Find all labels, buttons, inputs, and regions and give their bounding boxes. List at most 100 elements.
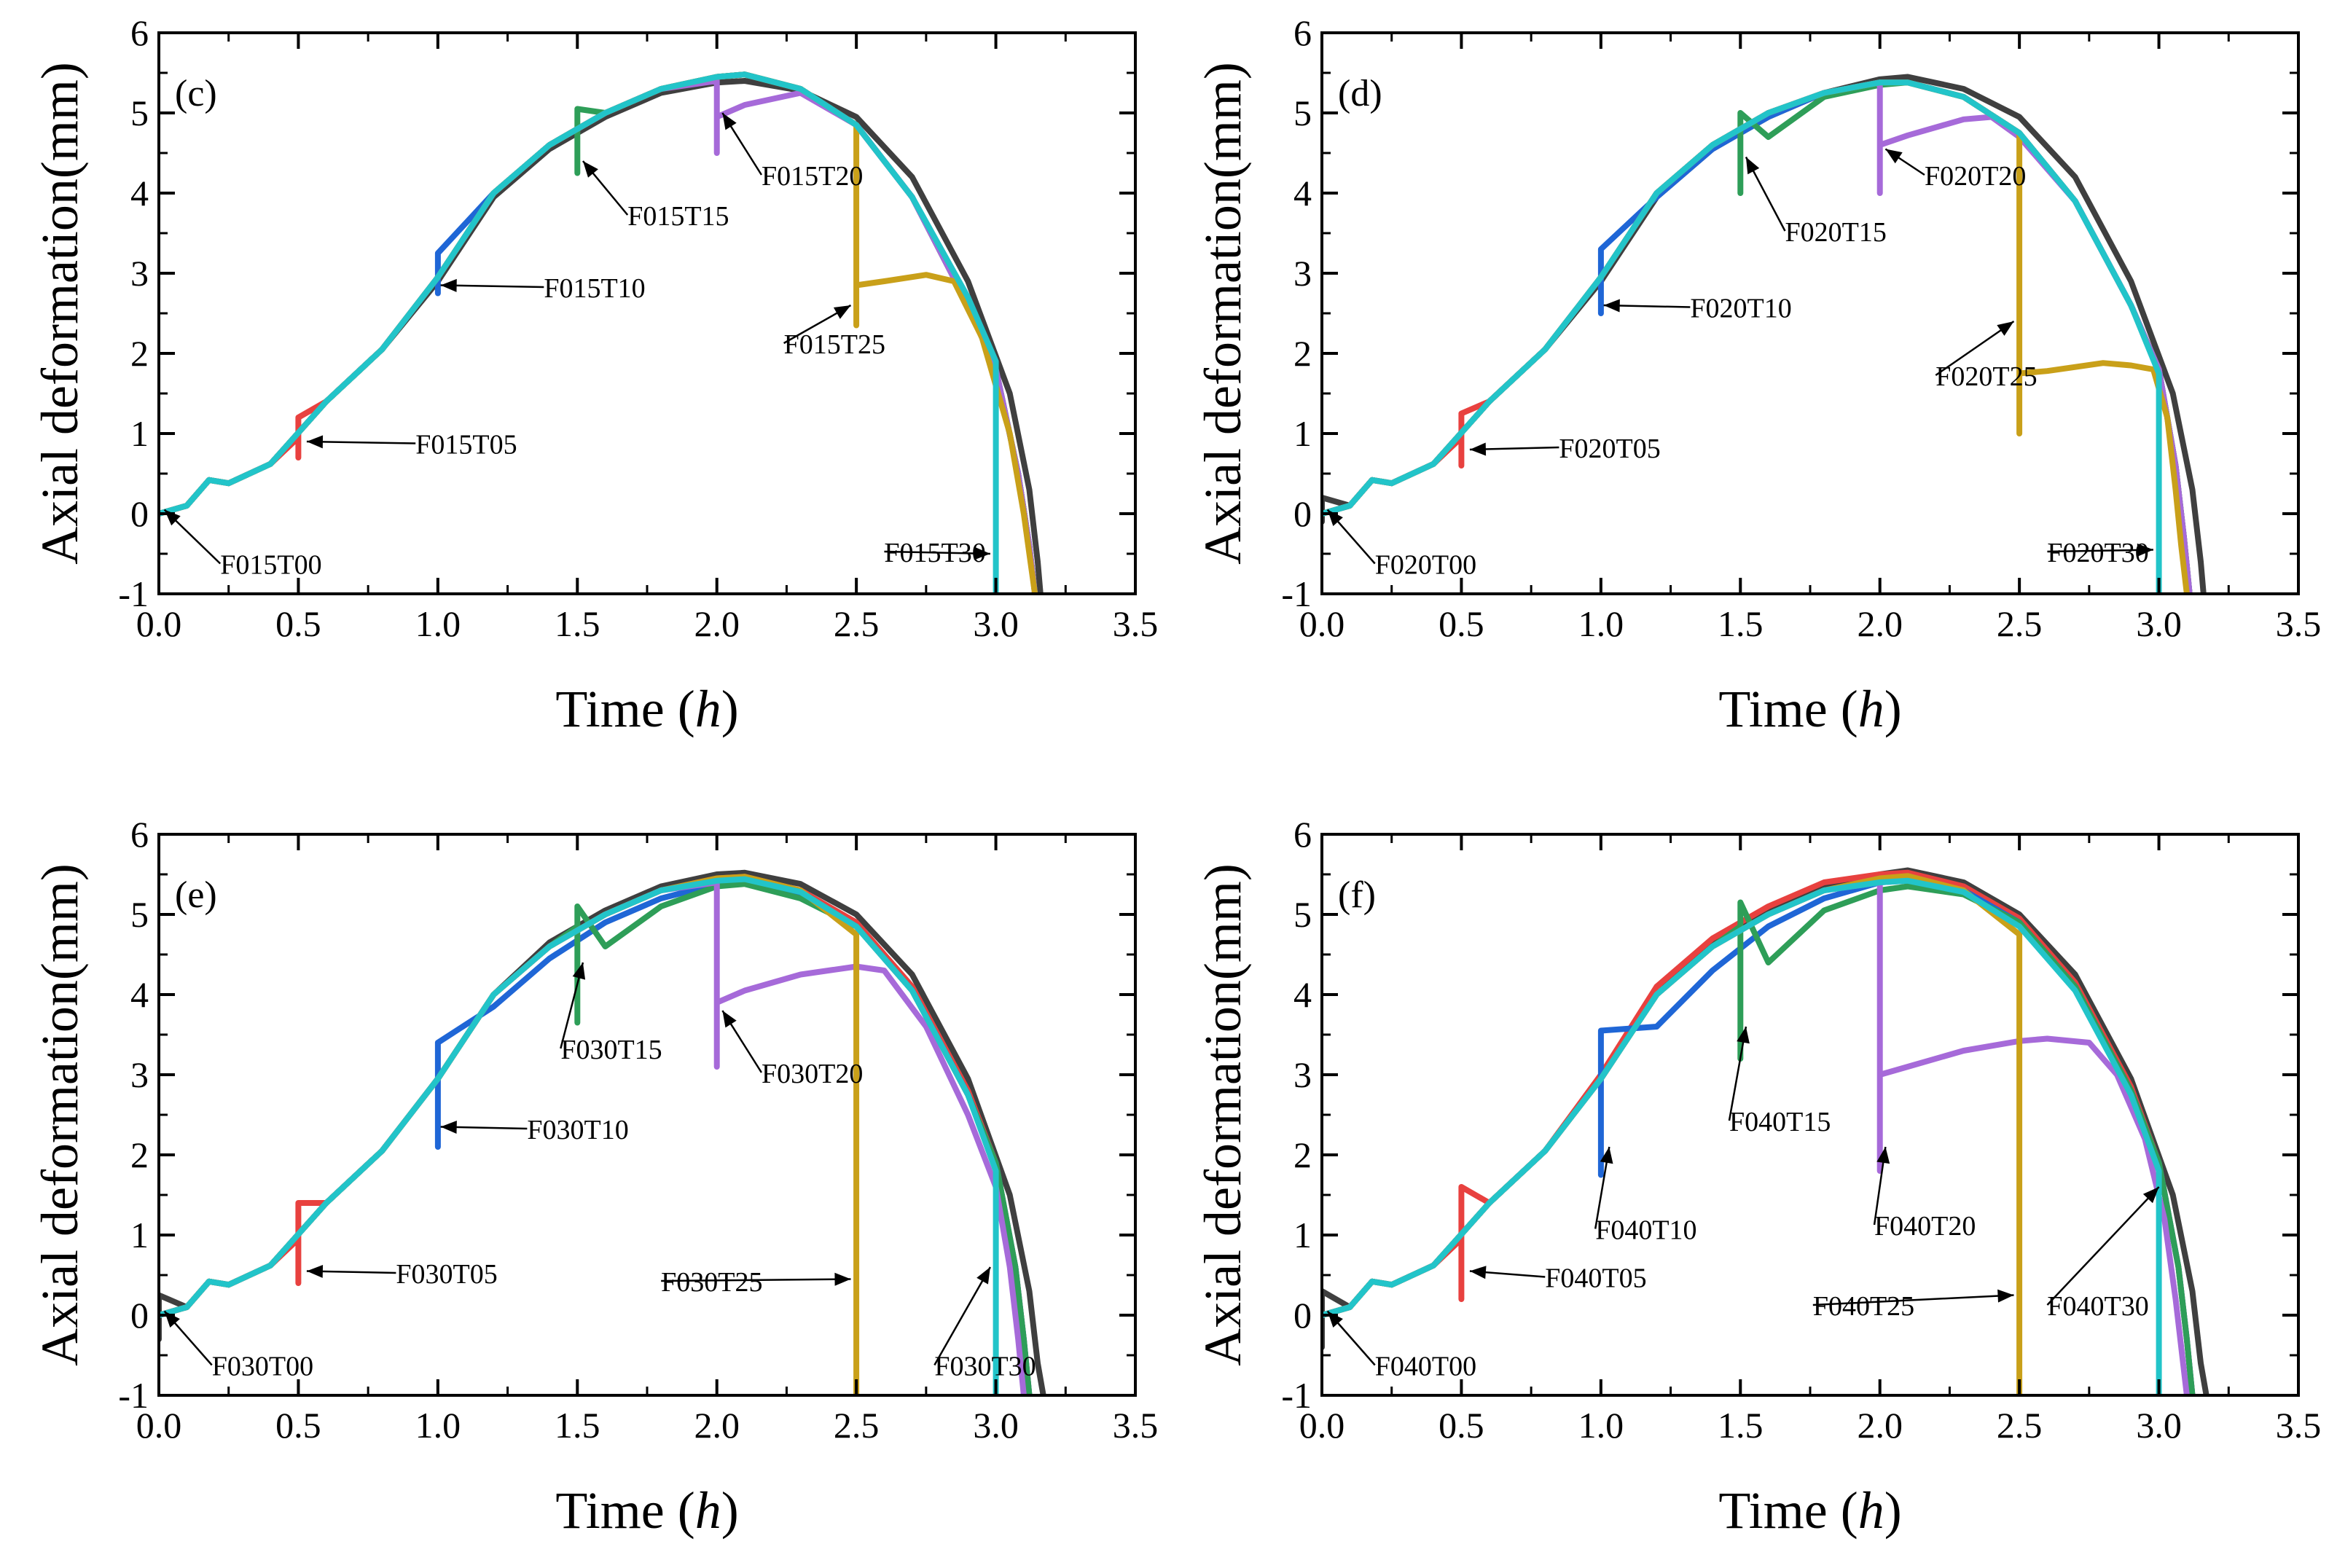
annotation-f040t00: F040T00 bbox=[1326, 1310, 1476, 1382]
annotation-arrow-line bbox=[306, 440, 416, 444]
annotation-f030t25: F030T25 bbox=[661, 1267, 851, 1298]
x-axis-title-suffix: ) bbox=[1884, 680, 1902, 738]
annotation-f015t25: F015T25 bbox=[783, 304, 885, 360]
y-tick-label: 0 bbox=[130, 493, 149, 534]
annotation-label: F020T25 bbox=[1935, 361, 2037, 392]
x-axis-title: Time (h) bbox=[555, 680, 738, 738]
annotation-f015t00: F015T00 bbox=[163, 509, 322, 581]
x-tick-label: 2.0 bbox=[1857, 603, 1903, 644]
annotation-label: F040T05 bbox=[1545, 1263, 1646, 1294]
x-tick-label: 3.0 bbox=[973, 1405, 1019, 1446]
x-tick-label: 2.5 bbox=[1997, 1405, 2043, 1446]
x-tick-label: 2.5 bbox=[834, 603, 880, 644]
x-axis-title-suffix: ) bbox=[721, 1481, 739, 1540]
y-axis-title: Axial deformation(mm) bbox=[1194, 863, 1252, 1366]
annotation-f040t15: F040T15 bbox=[1728, 1026, 1831, 1137]
series-line-f015t00 bbox=[159, 78, 1044, 594]
y-tick-label: 5 bbox=[130, 93, 149, 133]
y-tick-label: 5 bbox=[1293, 93, 1312, 133]
y-tick-label: 2 bbox=[130, 1134, 149, 1175]
x-axis-title-variable: h bbox=[1858, 1481, 1884, 1540]
x-axis-title-variable: h bbox=[695, 1481, 721, 1540]
series-line-f015t10 bbox=[159, 71, 1038, 594]
annotation-label: F020T30 bbox=[2047, 538, 2148, 568]
series-group bbox=[159, 71, 1044, 594]
x-tick-label: 2.5 bbox=[1997, 603, 2043, 644]
annotation-arrow-head bbox=[1603, 299, 1620, 313]
x-axis-title-prefix: Time ( bbox=[555, 1481, 694, 1540]
series-line-f015t20 bbox=[159, 78, 1038, 594]
series-line-f030t30 bbox=[159, 876, 999, 1395]
annotation-label: F040T00 bbox=[1375, 1352, 1476, 1382]
x-tick-label: 0.5 bbox=[1438, 1405, 1484, 1446]
series-line-f030t25 bbox=[159, 874, 860, 1395]
y-tick-label: 4 bbox=[130, 173, 149, 213]
annotation-f020t05: F020T05 bbox=[1469, 434, 1661, 464]
x-axis-title: Time (h) bbox=[555, 1481, 738, 1540]
annotation-arrow-head bbox=[1876, 1147, 1890, 1164]
series-group bbox=[1322, 867, 2209, 1395]
annotation-arrow-head bbox=[1997, 1289, 2014, 1303]
y-tick-label: 0 bbox=[130, 1295, 149, 1336]
annotation-arrow-head bbox=[1600, 1147, 1613, 1164]
series-line-f015t25 bbox=[159, 71, 1038, 594]
y-tick-label: 5 bbox=[130, 894, 149, 935]
y-tick-label: 4 bbox=[1293, 974, 1312, 1015]
annotation-f030t20: F030T20 bbox=[721, 1010, 863, 1089]
y-tick-label: 1 bbox=[130, 1215, 149, 1255]
y-tick-label: -1 bbox=[1281, 1375, 1312, 1416]
annotation-arrow-head bbox=[834, 1272, 851, 1286]
y-tick-label: 1 bbox=[1293, 1215, 1312, 1255]
annotation-arrow-head bbox=[1885, 149, 1903, 164]
annotation-arrow-head bbox=[306, 435, 324, 449]
x-axis-title-suffix: ) bbox=[1884, 1481, 1902, 1540]
annotation-label: F020T15 bbox=[1785, 217, 1887, 248]
x-tick-label: 2.5 bbox=[834, 1405, 880, 1446]
annotation-arrow-line bbox=[440, 284, 544, 289]
annotation-label: F040T30 bbox=[2047, 1291, 2148, 1322]
annotation-f030t00: F030T00 bbox=[163, 1310, 313, 1382]
x-tick-label: 1.0 bbox=[1578, 603, 1624, 644]
annotation-arrow-head bbox=[976, 1267, 990, 1285]
x-tick-label: 1.0 bbox=[1578, 1405, 1624, 1446]
annotation-label: F015T30 bbox=[884, 538, 985, 568]
x-tick-label: 1.0 bbox=[415, 603, 461, 644]
series-line-f015t30 bbox=[159, 71, 999, 594]
panel-label: (e) bbox=[175, 874, 217, 916]
x-tick-label: 2.0 bbox=[1857, 1405, 1903, 1446]
annotation-label: F030T05 bbox=[396, 1259, 497, 1290]
annotation-label: F015T00 bbox=[220, 550, 321, 581]
y-tick-label: 5 bbox=[1293, 894, 1312, 935]
annotation-arrow-line bbox=[884, 550, 990, 555]
x-tick-label: 3.5 bbox=[1113, 1405, 1159, 1446]
annotation-f040t05: F040T05 bbox=[1469, 1263, 1647, 1294]
annotation-arrow-head bbox=[722, 113, 737, 130]
annotation-f040t10: F040T10 bbox=[1594, 1146, 1697, 1246]
annotation-arrow-line bbox=[933, 1266, 992, 1366]
x-tick-label: 3.5 bbox=[2276, 1405, 2322, 1446]
y-tick-label: 0 bbox=[1293, 1295, 1312, 1336]
annotation-arrow-head bbox=[2137, 543, 2153, 557]
annotation-label: F040T20 bbox=[1874, 1211, 1976, 1242]
annotation-f020t30: F020T30 bbox=[2047, 538, 2153, 568]
y-tick-label: 3 bbox=[1293, 253, 1312, 294]
annotation-label: F015T10 bbox=[544, 273, 645, 304]
annotation-arrow-line bbox=[1812, 1294, 2014, 1306]
series-group bbox=[1322, 74, 2207, 594]
y-tick-label: 4 bbox=[1293, 173, 1312, 213]
annotation-arrow-head bbox=[833, 305, 851, 319]
annotation-label: F030T00 bbox=[212, 1352, 313, 1382]
y-axis-title: Axial deformation(mm) bbox=[31, 863, 89, 1366]
x-tick-label: 1.5 bbox=[555, 1405, 600, 1446]
y-tick-label: 3 bbox=[130, 253, 149, 294]
annotation-arrow-head bbox=[440, 278, 457, 292]
x-axis-title-prefix: Time ( bbox=[1718, 680, 1858, 738]
annotation-arrow-head bbox=[306, 1265, 324, 1278]
x-tick-label: 0.0 bbox=[1299, 603, 1345, 644]
annotation-arrow-head bbox=[722, 1011, 737, 1028]
annotation-arrow-head bbox=[164, 1311, 180, 1328]
x-tick-label: 3.0 bbox=[2136, 1405, 2182, 1446]
series-group bbox=[159, 869, 1046, 1395]
panel-label: (c) bbox=[175, 73, 217, 114]
